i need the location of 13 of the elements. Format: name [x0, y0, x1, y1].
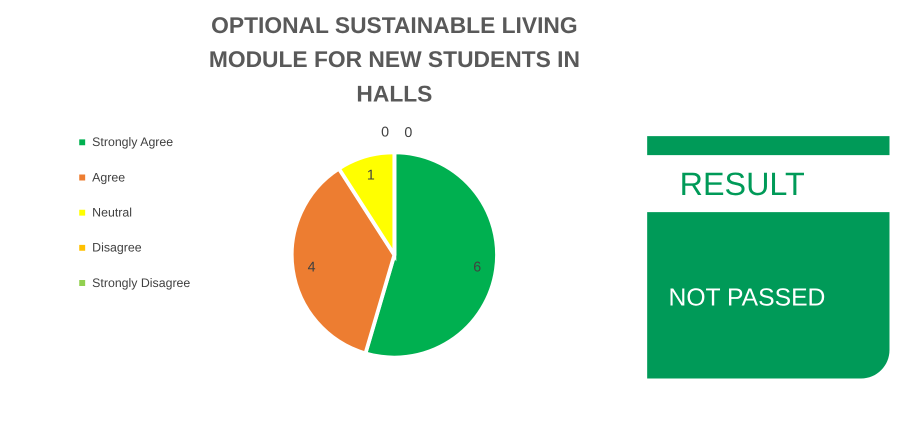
- text: 0: [381, 124, 390, 141]
- legend-label: Strongly Agree: [92, 135, 174, 150]
- text: RESULT: [680, 166, 805, 202]
- text: 0: [404, 124, 412, 141]
- data-label: 1: [366, 167, 375, 184]
- legend-label: Neutral: [92, 205, 132, 220]
- chart-title: OPTIONAL SUSTAINABLE LIVING MODULE FOR NEW STUDENTS IN HALLS: [208, 12, 580, 106]
- data-label: 6: [473, 260, 482, 276]
- legend-label: Disagree: [92, 240, 142, 255]
- data-label: 4: [308, 260, 316, 276]
- legend-label: Strongly Disagree: [92, 276, 190, 290]
- legend-label: Agree: [92, 170, 126, 184]
- text: NOT PASSED: [668, 284, 826, 312]
